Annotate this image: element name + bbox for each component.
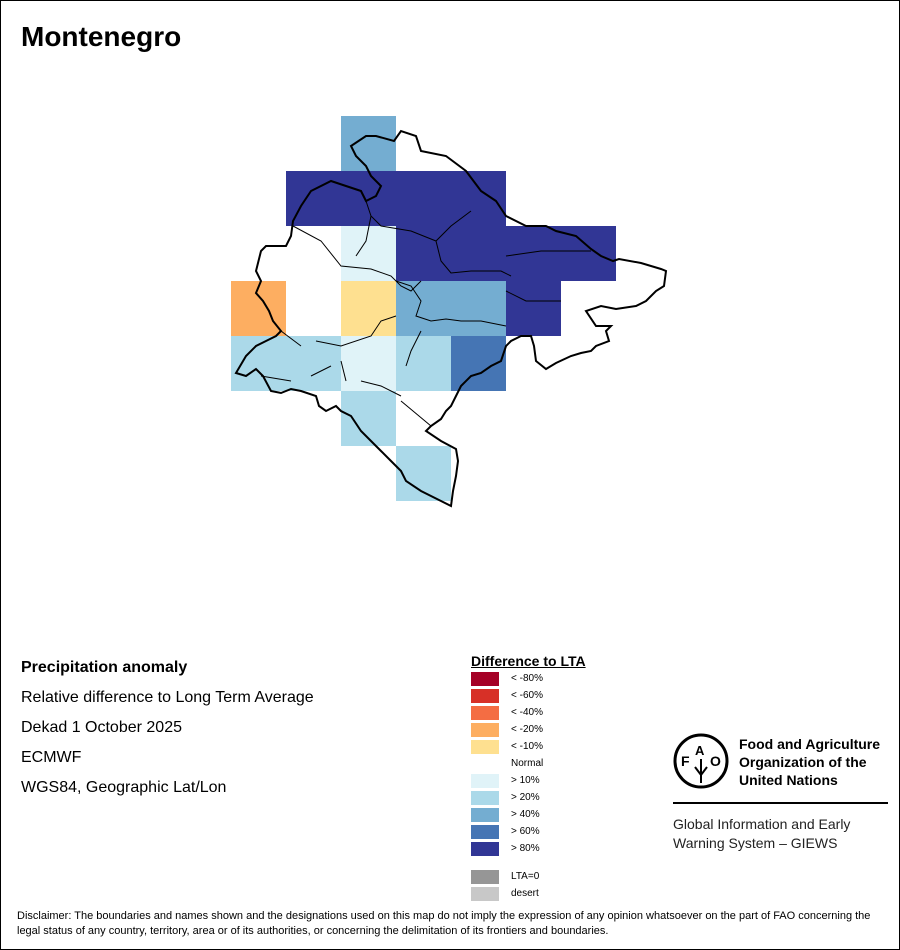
legend-label: < -40%: [511, 707, 543, 718]
country-border: [234, 129, 668, 508]
legend-swatch: [471, 757, 499, 771]
info-description: Relative difference to Long Term Average: [21, 689, 314, 706]
legend-label: desert: [511, 888, 539, 899]
legend-label: LTA=0: [511, 871, 540, 882]
grid-cell: [341, 281, 396, 336]
fao-emblem: F A O: [673, 733, 729, 789]
map-canvas: [231, 116, 668, 508]
legend-label: < -60%: [511, 690, 543, 701]
legend-swatch: [471, 808, 499, 822]
legend-label: Normal: [511, 758, 544, 769]
municipal-borders: [260, 200, 591, 427]
legend-swatch: [471, 870, 499, 884]
anomaly-grid: [231, 116, 616, 501]
grid-cell: [341, 226, 396, 281]
legend-label: < -10%: [511, 741, 543, 752]
grid-cell: [286, 281, 341, 336]
legend-swatch: [471, 706, 499, 720]
legend-label: > 20%: [511, 792, 540, 803]
svg-text:O: O: [710, 753, 721, 769]
legend-swatch: [471, 723, 499, 737]
info-source: ECMWF: [21, 749, 82, 766]
legend-swatch: [471, 740, 499, 754]
map-title: Montenegro: [21, 21, 182, 52]
legend-swatch: [471, 791, 499, 805]
legend-label: > 40%: [511, 809, 540, 820]
svg-text:A: A: [695, 743, 705, 758]
legend-label: < -80%: [511, 673, 543, 684]
legend-label: > 10%: [511, 775, 540, 786]
info-product: Precipitation anomaly: [21, 659, 188, 676]
info-period: Dekad 1 October 2025: [21, 719, 182, 736]
legend-swatch: [471, 887, 499, 901]
grid-cell: [451, 226, 506, 281]
grid-cell: [506, 281, 561, 336]
grid-cell: [396, 336, 451, 391]
grid-cell: [341, 171, 396, 226]
grid-cell: [341, 336, 396, 391]
grid-cell: [396, 281, 451, 336]
legend-label: > 60%: [511, 826, 540, 837]
grid-cell: [341, 391, 396, 446]
grid-cell: [286, 336, 341, 391]
grid-cell: [451, 171, 506, 226]
divider: [673, 802, 888, 804]
info-projection: WGS84, Geographic Lat/Lon: [21, 779, 227, 796]
grid-cell: [451, 281, 506, 336]
grid-cell: [561, 281, 616, 336]
grid-cell: [506, 226, 561, 281]
legend-title: Difference to LTA: [471, 653, 586, 669]
disclaimer: Disclaimer: The boundaries and names sho…: [17, 910, 871, 937]
legend-swatch: [471, 842, 499, 856]
legend-swatch: [471, 825, 499, 839]
legend-label: > 80%: [511, 843, 540, 854]
legend-swatch: [471, 689, 499, 703]
grid-cell: [341, 116, 396, 171]
legend-label: < -20%: [511, 724, 543, 735]
legend-swatch: [471, 672, 499, 686]
svg-text:F: F: [681, 753, 690, 769]
fao-name: Food and Agriculture Organization of the…: [739, 736, 881, 788]
legend-swatch: [471, 774, 499, 788]
giews-name: Global Information and Early Warning Sys…: [673, 816, 851, 851]
grid-cell: [396, 171, 451, 226]
